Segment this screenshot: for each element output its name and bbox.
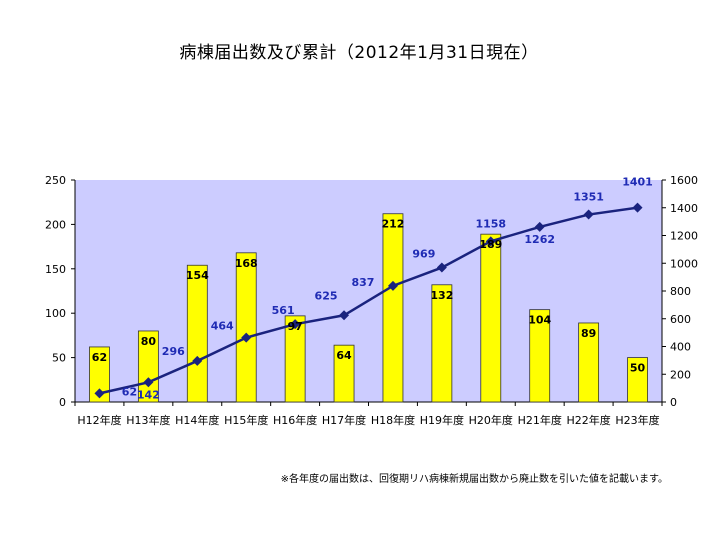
left-tick-label: 50 [52, 352, 66, 365]
plot-area [75, 180, 662, 402]
line-point [241, 332, 252, 343]
right-tick-label: 1200 [670, 230, 698, 243]
left-tick-label: 150 [45, 263, 66, 276]
bar-value-label: 64 [336, 349, 352, 362]
line-value-label: 1262 [524, 233, 555, 246]
bar-value-label: 50 [630, 362, 646, 375]
bar [89, 346, 110, 403]
x-tick-label: H13年度 [126, 413, 170, 427]
bar [235, 252, 257, 403]
line-value-label: 561 [272, 304, 295, 317]
x-tick-label: H20年度 [469, 413, 513, 427]
line-point [632, 202, 643, 213]
bar [431, 284, 453, 403]
chart-title: 病棟届出数及び累計（2012年1月31日現在） [179, 43, 539, 63]
x-tick-label: H15年度 [224, 413, 268, 427]
line-point [290, 319, 301, 330]
line-point [485, 236, 496, 247]
right-tick-label: 600 [670, 313, 691, 326]
line-value-label: 1401 [622, 176, 653, 189]
right-tick-label: 1400 [670, 202, 698, 215]
line-point [534, 221, 545, 232]
line-point [436, 262, 447, 273]
line-point [143, 377, 154, 388]
bar-value-label: 97 [287, 320, 302, 333]
left-tick-label: 250 [45, 174, 66, 187]
bar-value-label: 168 [235, 257, 258, 270]
right-tick-label: 0 [670, 396, 677, 409]
bar-value-label: 212 [381, 218, 404, 231]
bar [333, 344, 355, 403]
x-tick-label: H12年度 [77, 413, 121, 427]
line-point [339, 310, 350, 321]
line-point [192, 355, 203, 366]
line-point [583, 209, 594, 220]
x-tick-label: H23年度 [615, 413, 659, 427]
bar-value-label: 154 [186, 269, 209, 282]
right-tick-label: 1600 [670, 174, 698, 187]
line-value-label: 296 [162, 345, 185, 358]
bar-value-label: 89 [581, 327, 596, 340]
footnote: ※各年度の届出数は、回復期リハ病棟新規届出数から廃止数を引いた値を記載います。 [280, 474, 668, 485]
x-tick-label: H16年度 [273, 413, 317, 427]
bar [529, 309, 551, 403]
line-value-label: 837 [351, 276, 374, 289]
right-tick-label: 1000 [670, 257, 698, 270]
bar-value-label: 132 [430, 289, 453, 302]
x-tick-label: H22年度 [566, 413, 610, 427]
bar [186, 264, 208, 403]
line-value-label: 464 [211, 320, 234, 333]
bar [578, 322, 600, 403]
left-tick-label: 100 [45, 307, 66, 320]
right-tick-label: 800 [670, 285, 691, 298]
line-value-label: 625 [315, 289, 338, 302]
cumulative-line [99, 206, 638, 395]
x-tick-label: H14年度 [175, 413, 219, 427]
bar [480, 233, 502, 403]
x-tick-label: H18年度 [371, 413, 415, 427]
bar [627, 357, 648, 403]
bar [382, 213, 404, 403]
line-value-label: 142 [137, 388, 160, 401]
line-point [387, 280, 398, 291]
x-tick-label: H21年度 [518, 413, 562, 427]
bar [284, 315, 306, 403]
right-tick-label: 200 [670, 368, 691, 381]
left-tick-label: 0 [59, 396, 66, 409]
line-value-label: 969 [412, 248, 435, 261]
bar-value-label: 80 [141, 335, 157, 348]
line-value-label: 1158 [475, 217, 506, 230]
bar-value-label: 62 [92, 351, 107, 364]
line-value-label: 1351 [573, 191, 604, 204]
bar-value-label: 104 [528, 314, 551, 327]
line-value-label: 62 [122, 385, 137, 398]
line-point [94, 388, 105, 399]
left-tick-label: 200 [45, 218, 66, 231]
x-tick-label: H19年度 [420, 413, 464, 427]
x-tick-label: H17年度 [322, 413, 366, 427]
right-tick-label: 400 [670, 341, 691, 354]
bar-value-label: 189 [479, 238, 502, 251]
